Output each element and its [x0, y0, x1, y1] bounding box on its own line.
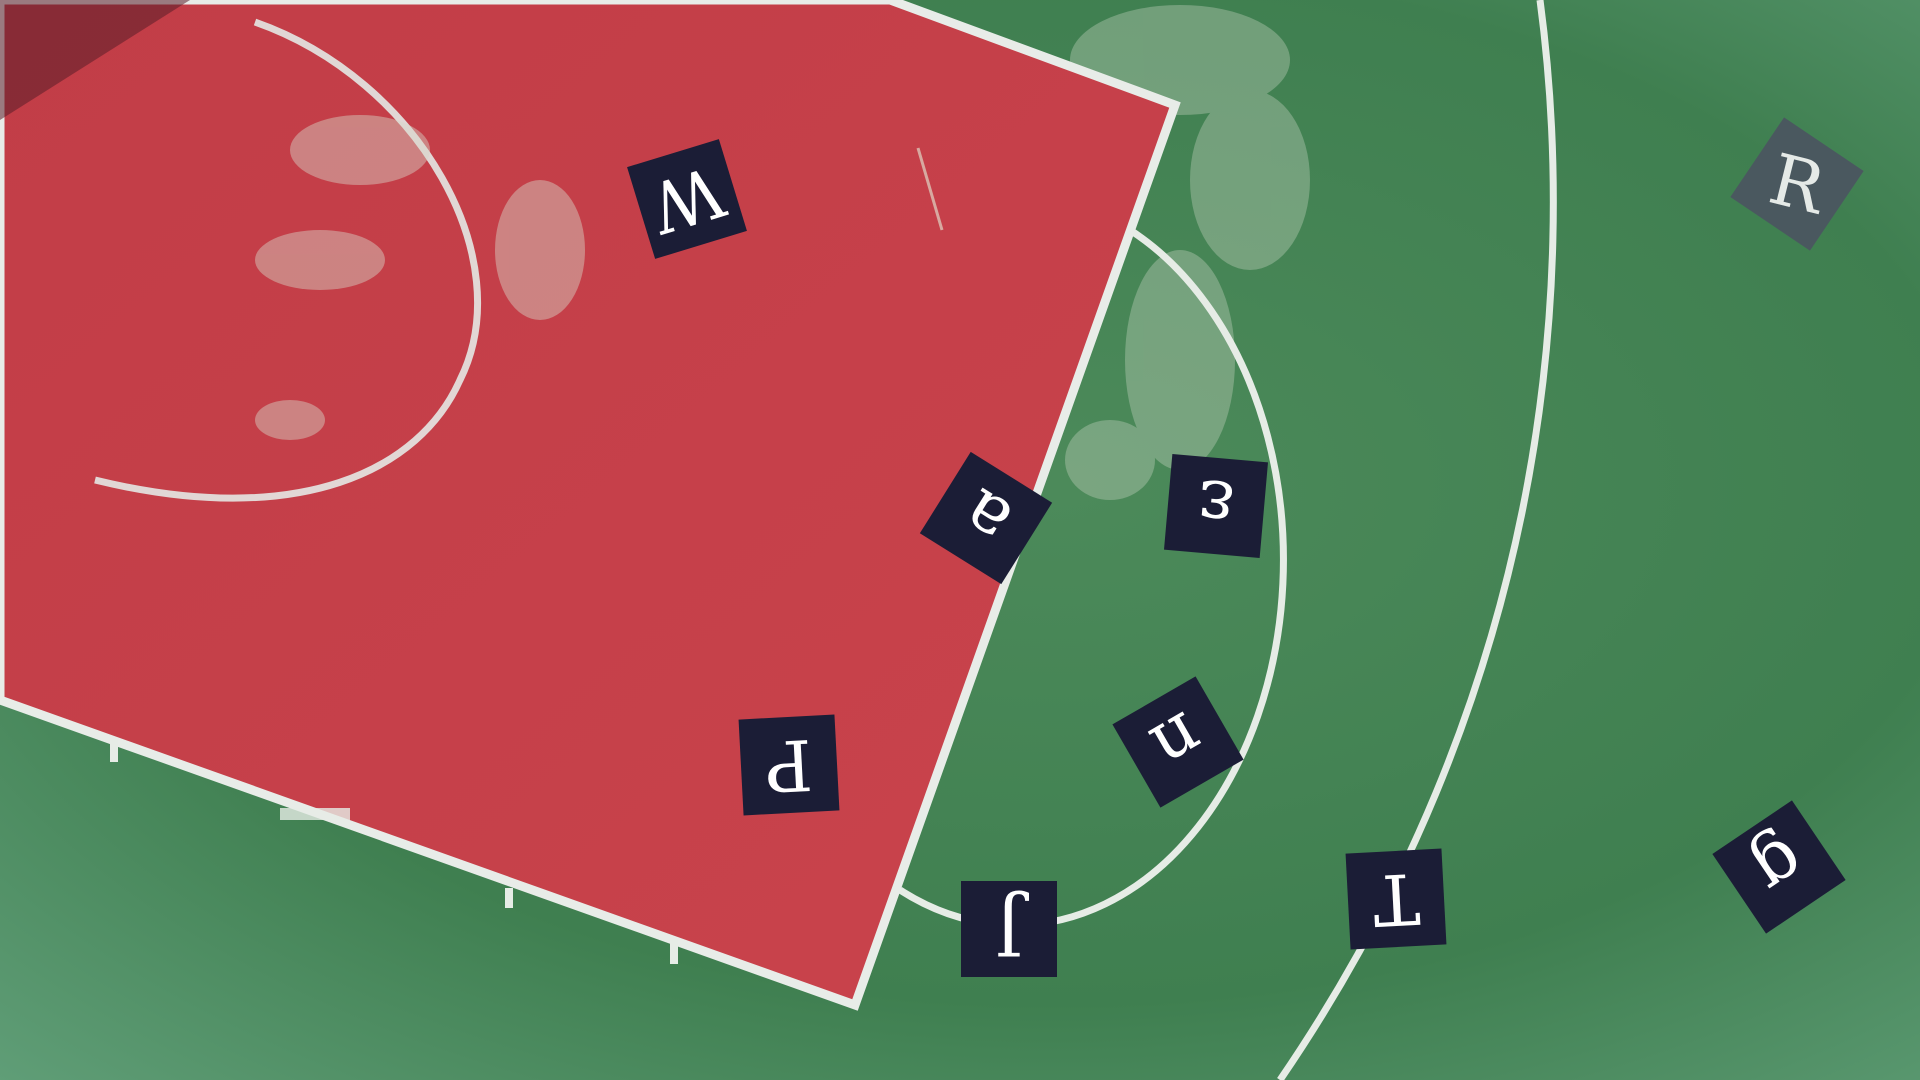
- edge-posts: [110, 740, 678, 964]
- letter-tile-p-label: P: [763, 722, 815, 808]
- letter-tile-epsilon-label: ε: [1194, 463, 1238, 549]
- letter-tile-a-label: a: [946, 472, 1026, 564]
- letter-tile-epsilon: ε: [1163, 453, 1269, 559]
- shadow-corner: [0, 0, 190, 120]
- paint-scuffs: [255, 115, 585, 440]
- letter-tile-g-label: g: [1737, 820, 1821, 914]
- letter-tile-n-label: n: [1137, 695, 1219, 789]
- letter-tile-w-label: W: [640, 149, 734, 249]
- free-throw-arc: [94, 18, 481, 502]
- letter-tile-j: J: [961, 881, 1057, 977]
- letter-tile-t-label: T: [1370, 856, 1422, 942]
- letter-tile-r-label: R: [1761, 137, 1833, 231]
- letter-tile-j-label: J: [994, 888, 1024, 970]
- letter-tile-p: P: [738, 714, 840, 816]
- paint-crack: [916, 147, 944, 231]
- letter-tile-t: T: [1345, 848, 1447, 950]
